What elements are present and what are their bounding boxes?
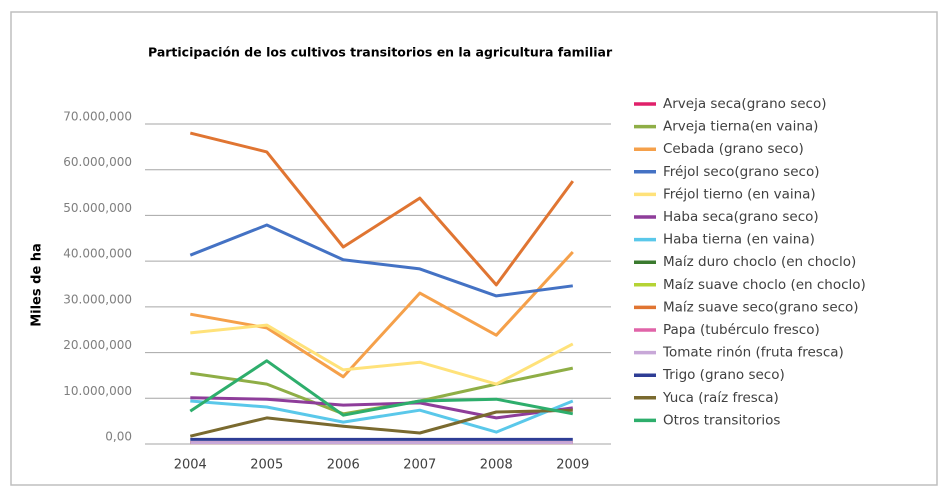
series-line [189, 223, 573, 298]
legend-label: Haba tierna (en vaina) [663, 232, 815, 248]
legend-label: Trigo (grano seco) [662, 367, 785, 383]
y-tick-label: 70.000,000 [63, 110, 132, 124]
series-line [189, 359, 574, 417]
legend-label: Papa (tubérculo fresco) [663, 322, 820, 338]
legend-label: Otros transitorios [663, 412, 780, 428]
y-tick-label: 40.000,000 [63, 247, 132, 261]
y-tick-label: 20.000,000 [63, 338, 132, 352]
legend-label: Fréjol seco(grano seco) [663, 164, 819, 180]
y-axis-label: Miles de ha [30, 243, 45, 327]
legend-label: Maíz suave seco(grano seco) [663, 299, 859, 315]
legend-label: Arveja tierna(en vaina) [663, 119, 818, 135]
x-tick-label: 2008 [480, 458, 513, 473]
legend-label: Tomate rinón (fruta fresca) [662, 345, 844, 361]
series-line [190, 399, 574, 434]
series-line [189, 131, 575, 287]
legend-label: Cebada (grano seco) [663, 141, 804, 157]
y-tick-label: 10.000,000 [63, 384, 132, 398]
legend-label: Maíz duro choclo (en choclo) [663, 254, 856, 270]
series-line [190, 323, 574, 386]
y-tick-label: 0,00 [105, 430, 132, 444]
x-tick-label: 2005 [250, 458, 283, 473]
x-tick-label: 2004 [174, 458, 207, 473]
legend-label: Maíz suave choclo (en choclo) [663, 277, 866, 293]
y-tick-label: 50.000,000 [63, 201, 132, 215]
series-line [190, 396, 573, 420]
chart-title: Participación de los cultivos transitori… [148, 45, 613, 60]
y-tick-label: 30.000,000 [63, 292, 132, 306]
x-tick-label: 2007 [403, 458, 436, 473]
y-tick-label: 60.000,000 [63, 155, 132, 169]
legend-label: Arveja seca(grano seco) [663, 96, 826, 112]
legend-label: Fréjol tierno (en vaina) [663, 186, 816, 202]
x-tick-label: 2009 [556, 458, 589, 473]
x-tick-label: 2006 [327, 458, 360, 473]
legend-label: Haba seca(grano seco) [663, 209, 819, 225]
chart-frame [10, 11, 938, 486]
legend-label: Yuca (raíz fresca) [662, 390, 779, 406]
series-line [189, 408, 573, 438]
